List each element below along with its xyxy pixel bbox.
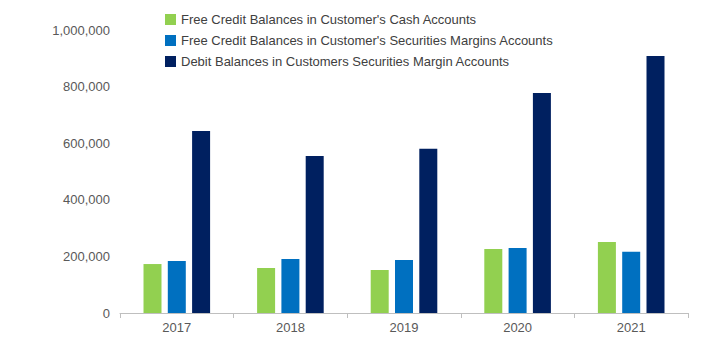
svg-text:400,000: 400,000 (63, 192, 110, 207)
svg-text:200,000: 200,000 (63, 249, 110, 264)
svg-text:2021: 2021 (617, 320, 646, 335)
svg-text:800,000: 800,000 (63, 79, 110, 94)
svg-text:2018: 2018 (276, 320, 305, 335)
svg-text:Free Credit Balances in Custom: Free Credit Balances in Customer's Cash … (181, 12, 477, 27)
svg-text:Debit Balances in Customers Se: Debit Balances in Customers Securities M… (181, 54, 510, 69)
svg-text:0: 0 (103, 306, 110, 321)
svg-text:1,000,000: 1,000,000 (52, 23, 110, 38)
svg-text:2019: 2019 (390, 320, 419, 335)
svg-text:2017: 2017 (162, 320, 191, 335)
svg-text:2020: 2020 (503, 320, 532, 335)
svg-text:600,000: 600,000 (63, 136, 110, 151)
svg-text:Free Credit Balances in Custom: Free Credit Balances in Customer's Secur… (181, 33, 553, 48)
